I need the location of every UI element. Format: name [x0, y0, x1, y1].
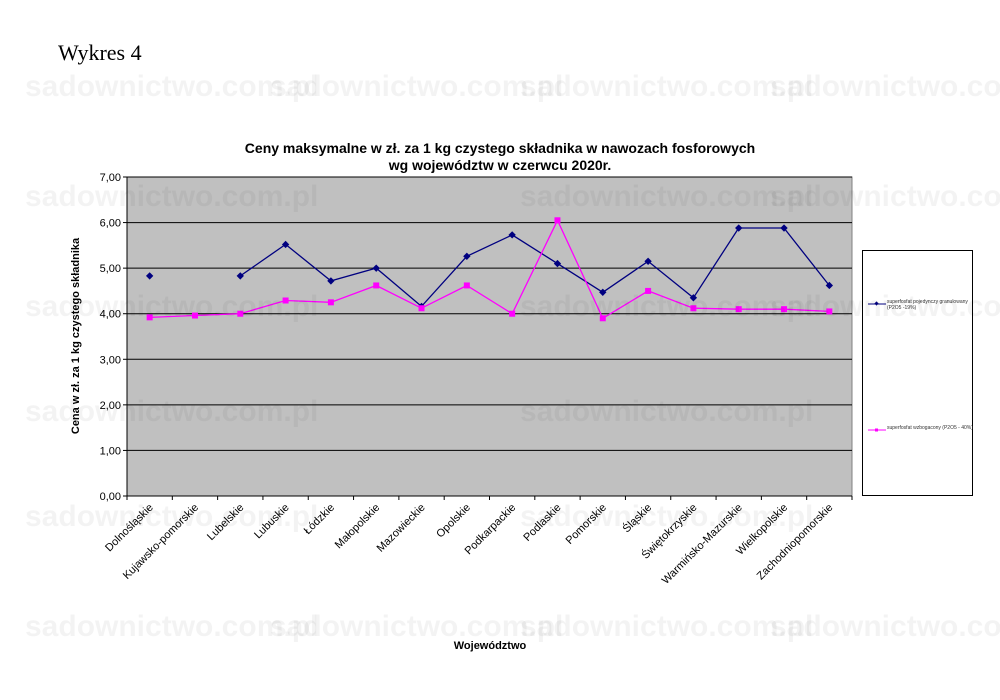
series-1-point [644, 257, 652, 265]
series-2-point [509, 310, 516, 317]
series-2-point [373, 282, 380, 289]
x-tick-label: Zachodniopomorskie [755, 502, 836, 583]
series-2-point [282, 297, 289, 304]
x-tick-label: Pomorskie [564, 502, 609, 547]
series-2-point [418, 305, 425, 312]
series-1-point [463, 252, 471, 260]
legend-label-series-2: superfosfat wzbogacony (P2O5 - 40%) [887, 425, 973, 431]
series-2-point [146, 314, 153, 321]
series-2-point [826, 308, 833, 315]
x-tick-label: Lubuskie [252, 502, 292, 542]
y-axis-label: Cena w zł. za 1 kg czystego składnika [70, 237, 82, 435]
series-2-point [690, 305, 697, 312]
x-tick-label: Małopolskie [333, 502, 383, 552]
y-tick-label: 7,00 [100, 172, 121, 184]
x-tick-label: Opolskie [434, 502, 473, 541]
series-2-point [463, 282, 470, 289]
y-tick-label: 2,00 [100, 400, 121, 412]
series-2-point [237, 310, 244, 317]
y-tick-label: 3,00 [100, 354, 121, 366]
x-tick-label: Śląskie [620, 501, 654, 535]
series-1-point [145, 272, 154, 280]
series-2-point [554, 217, 561, 224]
series-1-point [599, 288, 607, 296]
chart-title-line-1: Ceny maksymalne w zł. za 1 kg czystego s… [244, 140, 756, 156]
y-tick-label: 5,00 [100, 263, 121, 275]
series-2-point [327, 299, 334, 306]
x-tick-label: Podlaskie [521, 502, 563, 544]
series-1-point [689, 294, 698, 302]
legend-label-series-1: superfosfat pojedynczy granulowany (P2O5… [887, 299, 968, 311]
legend-swatch-series-1 [868, 301, 886, 306]
series-2-point [645, 287, 652, 294]
series-2-point [781, 306, 788, 313]
series-line-1 [239, 227, 830, 308]
page-heading: Wykres 4 [58, 40, 142, 65]
series-1-point [825, 281, 834, 290]
chart-legend: superfosfat pojedynczy granulowany (P2O5… [862, 250, 973, 496]
x-tick-label: Lubelskie [205, 502, 246, 543]
series-2-point [735, 306, 742, 313]
series-2-point [599, 315, 606, 322]
x-tick-label: Kujawsko-pomorskie [121, 502, 201, 582]
chart-title-line-2: wg województw w czerwcu 2020r. [388, 157, 612, 173]
x-tick-label: Łódzkie [302, 502, 337, 537]
y-tick-label: 4,00 [100, 309, 121, 321]
legend-swatch-series-2 [868, 428, 886, 432]
series-line-2 [149, 218, 830, 320]
y-tick-label: 6,00 [100, 218, 121, 230]
x-axis-label: Województwo [453, 640, 527, 652]
y-tick-label: 0,00 [100, 491, 121, 503]
plot-area [126, 176, 853, 497]
series-1-point [553, 259, 562, 268]
x-tick-label: Warmińsko-Mazurskie [660, 502, 745, 587]
series-1-point [236, 272, 244, 280]
series-1-point [372, 264, 380, 272]
x-tick-label: Mazowieckie [375, 502, 428, 555]
chart-title: Ceny maksymalne w zł. za 1 kg czystego s… [160, 140, 840, 174]
series-2-point [191, 312, 198, 319]
series-1-point [327, 277, 335, 285]
y-tick-label: 1,00 [100, 445, 121, 457]
